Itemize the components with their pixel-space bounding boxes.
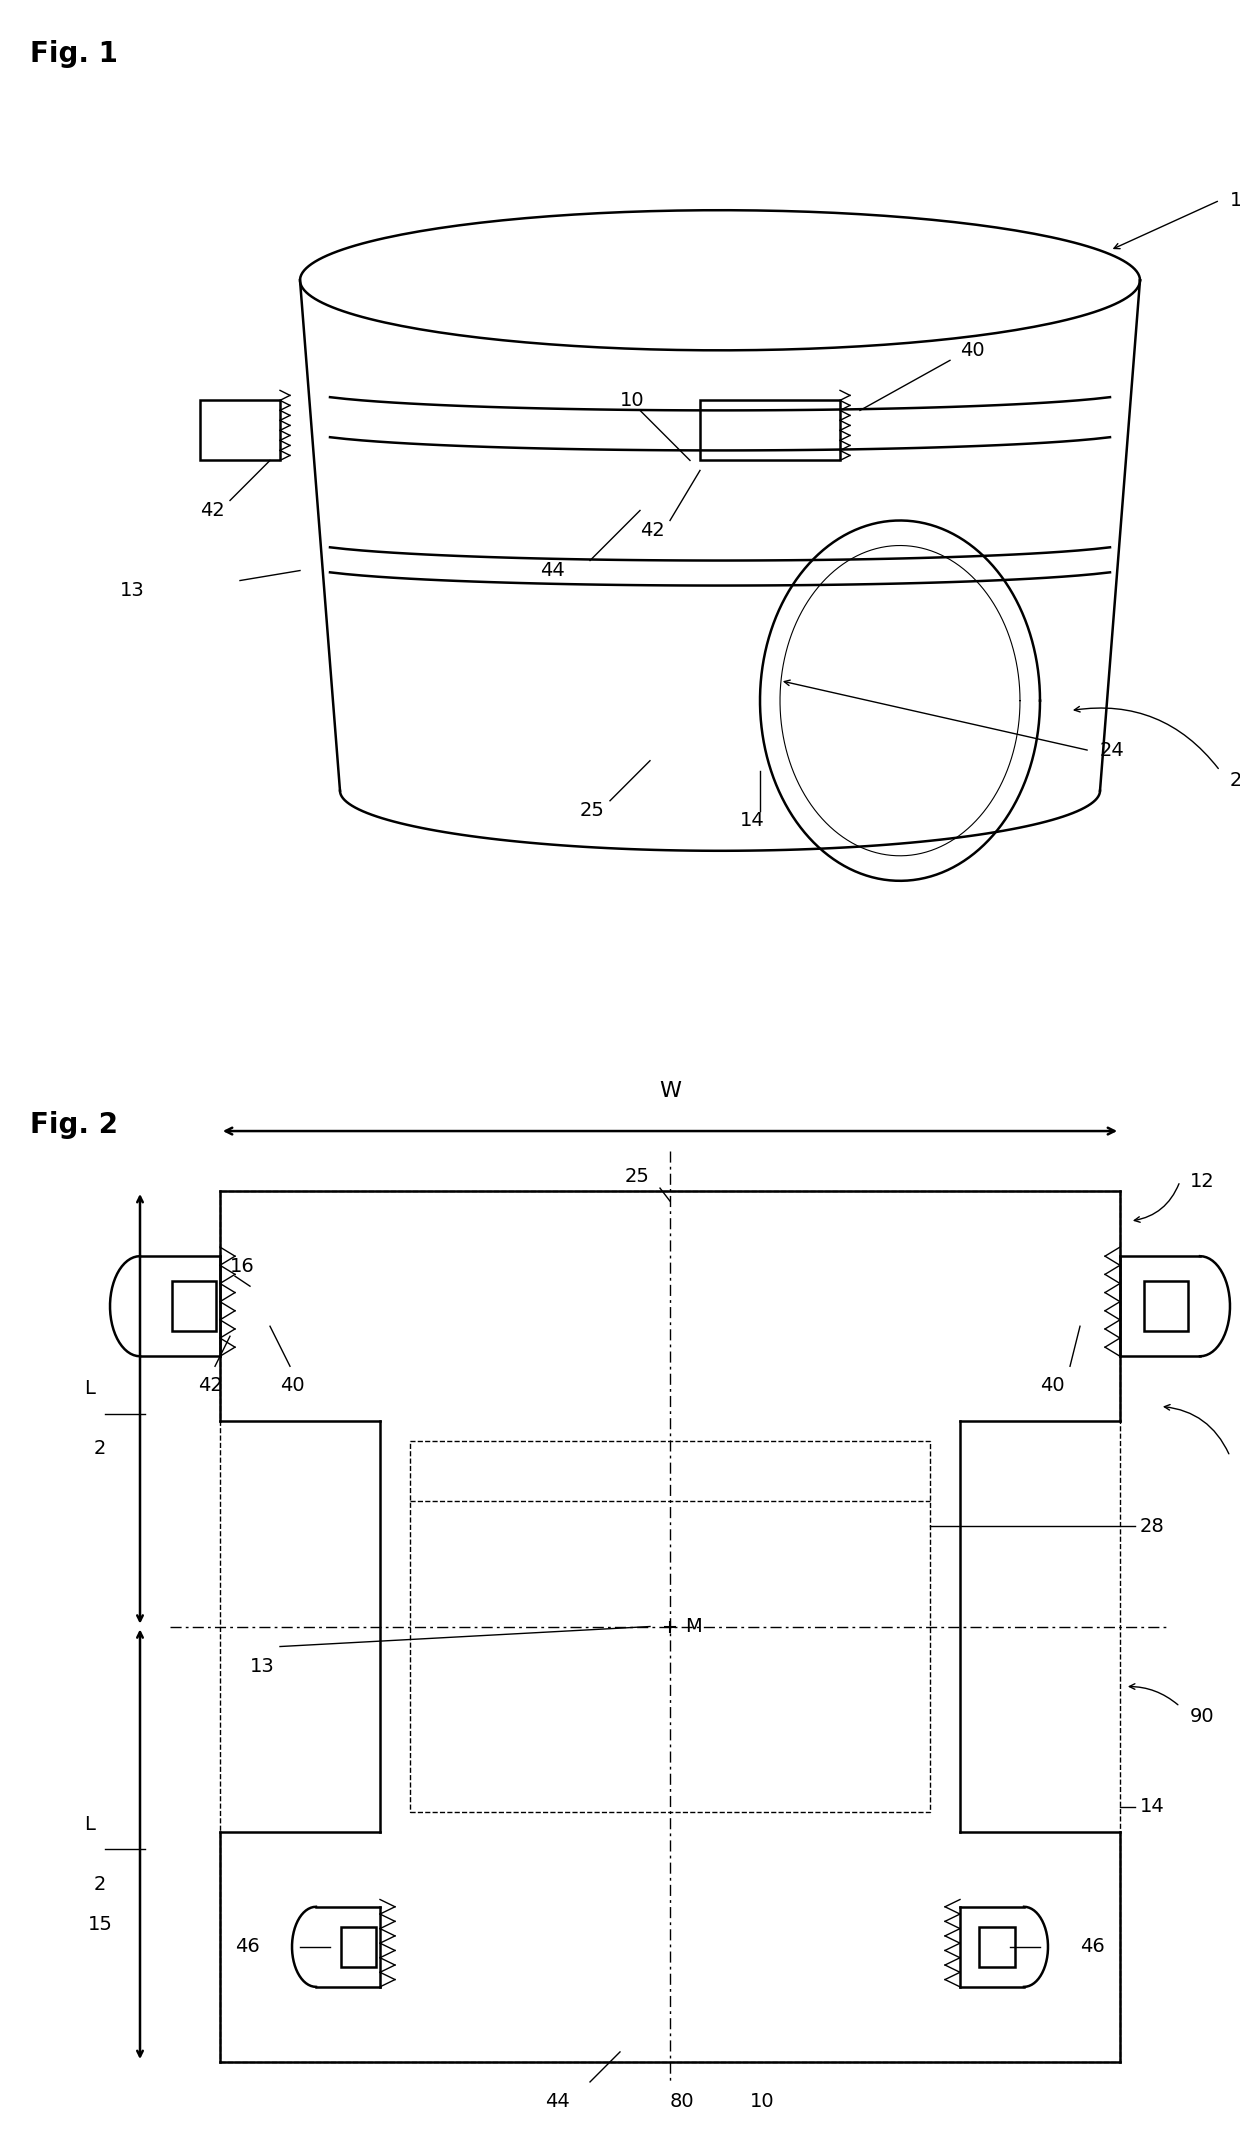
Bar bbox=[200, 401, 280, 461]
Bar bbox=[980, 1928, 1014, 1966]
Text: L: L bbox=[84, 1814, 95, 1834]
Text: 16: 16 bbox=[229, 1257, 254, 1277]
Text: 25: 25 bbox=[625, 1167, 650, 1187]
Text: 15: 15 bbox=[88, 1915, 113, 1934]
Text: 42: 42 bbox=[197, 1377, 222, 1394]
Text: 42: 42 bbox=[200, 501, 224, 521]
Text: 46: 46 bbox=[1080, 1936, 1105, 1956]
Bar bbox=[701, 401, 839, 461]
Text: 13: 13 bbox=[250, 1656, 275, 1675]
Text: 40: 40 bbox=[960, 341, 985, 360]
Text: M: M bbox=[684, 1617, 702, 1636]
Text: 44: 44 bbox=[546, 2093, 570, 2112]
Text: 20: 20 bbox=[1230, 771, 1240, 790]
Text: 13: 13 bbox=[120, 580, 145, 600]
Text: 40: 40 bbox=[1040, 1377, 1065, 1394]
Text: 2: 2 bbox=[94, 1439, 107, 1459]
Text: 40: 40 bbox=[280, 1377, 305, 1394]
Text: 10: 10 bbox=[750, 2093, 775, 2112]
Bar bbox=[171, 1281, 216, 1330]
Text: 14: 14 bbox=[1140, 1797, 1164, 1816]
Bar bbox=[410, 1442, 930, 1812]
Text: 46: 46 bbox=[236, 1936, 260, 1956]
Text: 80: 80 bbox=[670, 2093, 694, 2112]
Text: 90: 90 bbox=[1190, 1707, 1215, 1726]
Text: 14: 14 bbox=[740, 812, 765, 831]
Text: 44: 44 bbox=[539, 561, 564, 580]
Text: 28: 28 bbox=[1140, 1517, 1164, 1536]
Text: 12: 12 bbox=[1190, 1172, 1215, 1191]
Text: Fig. 1: Fig. 1 bbox=[30, 41, 118, 69]
Text: 42: 42 bbox=[640, 521, 665, 540]
Bar bbox=[341, 1928, 377, 1966]
Text: W: W bbox=[658, 1082, 681, 1101]
Text: 2: 2 bbox=[94, 1874, 107, 1894]
Text: L: L bbox=[84, 1379, 95, 1399]
Text: 25: 25 bbox=[580, 801, 605, 820]
Text: Fig. 2: Fig. 2 bbox=[30, 1112, 118, 1140]
Text: 24: 24 bbox=[1100, 741, 1125, 760]
Bar bbox=[1145, 1281, 1188, 1330]
Text: 12: 12 bbox=[1230, 191, 1240, 210]
Text: 10: 10 bbox=[620, 390, 645, 409]
Bar bbox=[219, 1191, 1120, 2063]
